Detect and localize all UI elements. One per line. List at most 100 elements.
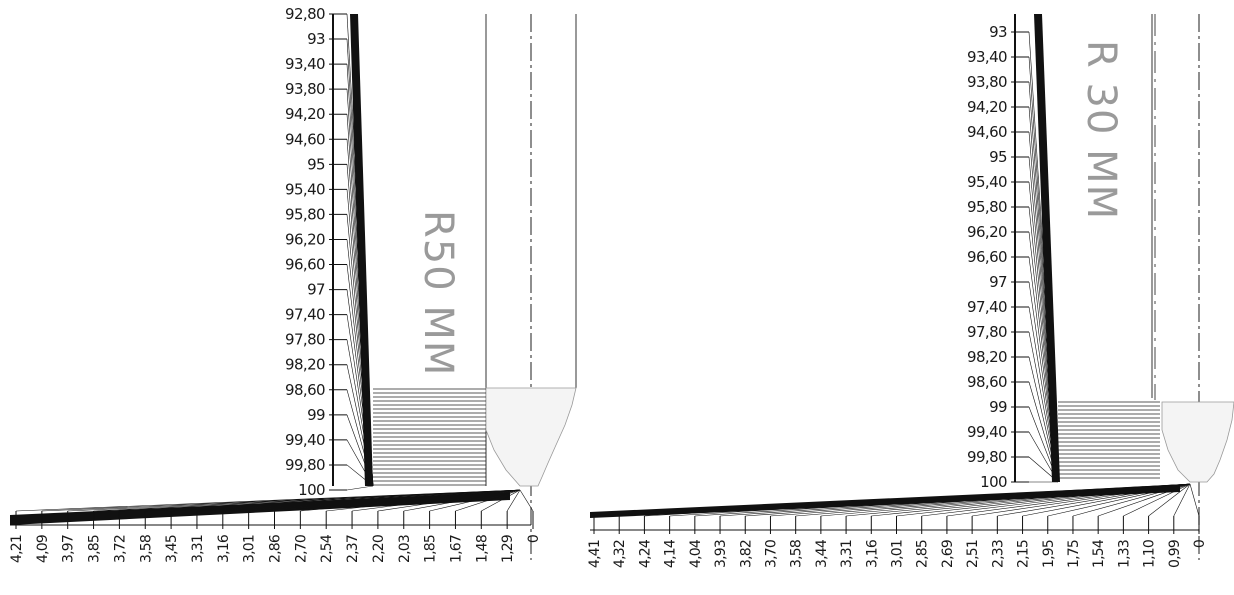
vertical-tick-label: 94,20 <box>967 98 1007 116</box>
vertical-tick-label: 100 <box>298 481 325 499</box>
horizontal-tick-label: 2,37 <box>345 535 361 563</box>
vertical-tick-label: 97,40 <box>285 306 325 324</box>
horizontal-tick-label: 3,85 <box>87 535 103 563</box>
vertical-tick-label: 99 <box>307 406 325 424</box>
horizontal-tick-label: 1,67 <box>448 535 464 563</box>
projection-line <box>429 489 521 512</box>
horizontal-tick-label: 4,32 <box>612 540 628 568</box>
projection-line <box>745 483 1191 517</box>
horizontal-tick-label: 3,93 <box>713 540 729 568</box>
projection-line <box>519 489 534 512</box>
vertical-tick-label: 92,80 <box>285 5 325 23</box>
projection-line <box>1189 483 1200 517</box>
projection-line <box>346 485 374 491</box>
horizontal-tick-label: 3,70 <box>763 540 779 568</box>
projection-line <box>248 489 521 512</box>
horizontal-tick-label: 1,48 <box>474 535 490 563</box>
projection-line <box>871 483 1191 517</box>
vertical-tick-label: 93 <box>989 23 1007 41</box>
projection-line <box>222 489 521 512</box>
horizontal-tick-label: 3,01 <box>242 535 258 563</box>
horizontal-tick-label: 2,20 <box>371 535 387 563</box>
vertical-tick-label: 96,60 <box>285 256 325 274</box>
vertical-tick-label: 93,40 <box>285 55 325 73</box>
horizontal-tick-label: 3,01 <box>890 540 906 568</box>
projection-line <box>1123 483 1191 517</box>
vertical-tick-label: 93,80 <box>967 73 1007 91</box>
vertical-tick-label: 97,40 <box>967 298 1007 316</box>
horizontal-tick-label: 3,97 <box>61 535 77 563</box>
projection-line <box>795 483 1191 517</box>
vertical-tick-label: 95,40 <box>285 180 325 198</box>
projection-line <box>997 483 1191 517</box>
horizontal-tick-label: 2,33 <box>990 540 1006 568</box>
projection-line <box>1098 483 1191 517</box>
vertical-tick-label: 97 <box>307 281 325 299</box>
vertical-tick-label: 94,60 <box>967 123 1007 141</box>
horizontal-tick-label: 4,14 <box>663 539 679 568</box>
vertical-tick-label: 96,60 <box>967 248 1007 266</box>
vertical-tick-label: 98,60 <box>967 373 1007 391</box>
horizontal-tick-label: 3,72 <box>112 535 128 563</box>
horizontal-ticks-r50: 4,21 4,09 3,97 3,85 3,72 3,58 3,45 3,31 3,16 3,01… <box>9 489 542 563</box>
horizontal-tick-label: 3,45 <box>164 535 180 563</box>
vertical-tick-label: 99,80 <box>967 448 1007 466</box>
projection-line <box>770 483 1191 517</box>
vertical-ticks-r30: 93 93,40 93,80 94,20 94,60 95 95,40 95,80 96,20 9… <box>967 23 1059 491</box>
panel-r30: 93 93,40 93,80 94,20 94,60 95 95,40 95,80 96,20 9… <box>587 14 1234 568</box>
horizontal-tick-label: 1,95 <box>1041 540 1057 568</box>
horizontal-tick-label: 1,33 <box>1116 540 1132 568</box>
horizontal-tick-label: 2,69 <box>940 540 956 568</box>
horizontal-tick-label: 1,75 <box>1066 540 1082 568</box>
horizontal-tick-label: 2,70 <box>293 535 309 563</box>
horizontal-tick-label: 0,99 <box>1167 540 1183 568</box>
vertical-tick-label: 100 <box>980 473 1007 491</box>
vertical-tick-label: 96,20 <box>967 223 1007 241</box>
vertical-tick-label: 94,20 <box>285 105 325 123</box>
horizontal-tick-label: 4,41 <box>587 540 603 568</box>
horizontal-tick-label: 3,16 <box>864 539 880 568</box>
panel-title-r50: R50 MM <box>415 210 461 376</box>
projection-line <box>1022 483 1191 517</box>
horizontal-tick-label: 3,58 <box>789 540 805 568</box>
horizontal-tick-label: 4,04 <box>688 539 704 568</box>
vertical-tick-label: 94,60 <box>285 130 325 148</box>
vertical-tick-label: 95 <box>307 155 325 173</box>
vertical-tick-label: 95,40 <box>967 173 1007 191</box>
horizontal-tick-label: 3,82 <box>738 540 754 568</box>
projection-line <box>1072 483 1191 517</box>
projection-line <box>946 483 1191 517</box>
horizontal-tick-label: 4,24 <box>637 539 653 568</box>
vertical-tick-label: 96,20 <box>285 230 325 248</box>
projection-line <box>1173 483 1191 517</box>
vertical-tick-label: 93 <box>307 30 325 48</box>
projection-line <box>403 489 521 512</box>
vertical-tick-label: 93,80 <box>285 80 325 98</box>
vertical-tick-label: 95,80 <box>967 198 1007 216</box>
vertical-tick-label: 93,40 <box>967 48 1007 66</box>
profile-wedge-r30 <box>1034 14 1060 482</box>
horizontal-tick-label: 3,58 <box>138 535 154 563</box>
projection-line <box>455 489 521 512</box>
horizontal-tick-label: 3,44 <box>814 539 830 568</box>
horizontal-tick-label: 3,31 <box>839 540 855 568</box>
vertical-tick-label: 97 <box>989 273 1007 291</box>
hatch-r50 <box>373 388 486 486</box>
vertical-tick-label: 99,80 <box>285 456 325 474</box>
vertical-tick-label: 99 <box>989 398 1007 416</box>
horizontal-tick-label: 1,54 <box>1091 539 1107 568</box>
vertical-tick-label: 97,80 <box>967 323 1007 341</box>
vertical-tick-label: 98,20 <box>285 356 325 374</box>
projection-line <box>1047 483 1191 517</box>
horizontal-tick-label: 0 <box>1192 540 1208 548</box>
horizontal-tick-label: 2,54 <box>319 534 335 563</box>
projection-line <box>972 483 1191 517</box>
horizontal-tick-label: 0 <box>526 535 542 543</box>
projection-line <box>896 483 1191 517</box>
vertical-tick-label: 98,60 <box>285 381 325 399</box>
projection-line <box>1148 483 1191 517</box>
profile-wedge-r50 <box>350 14 373 486</box>
hatch-r30 <box>1058 401 1160 479</box>
horizontal-tick-label: 2,15 <box>1016 540 1032 568</box>
